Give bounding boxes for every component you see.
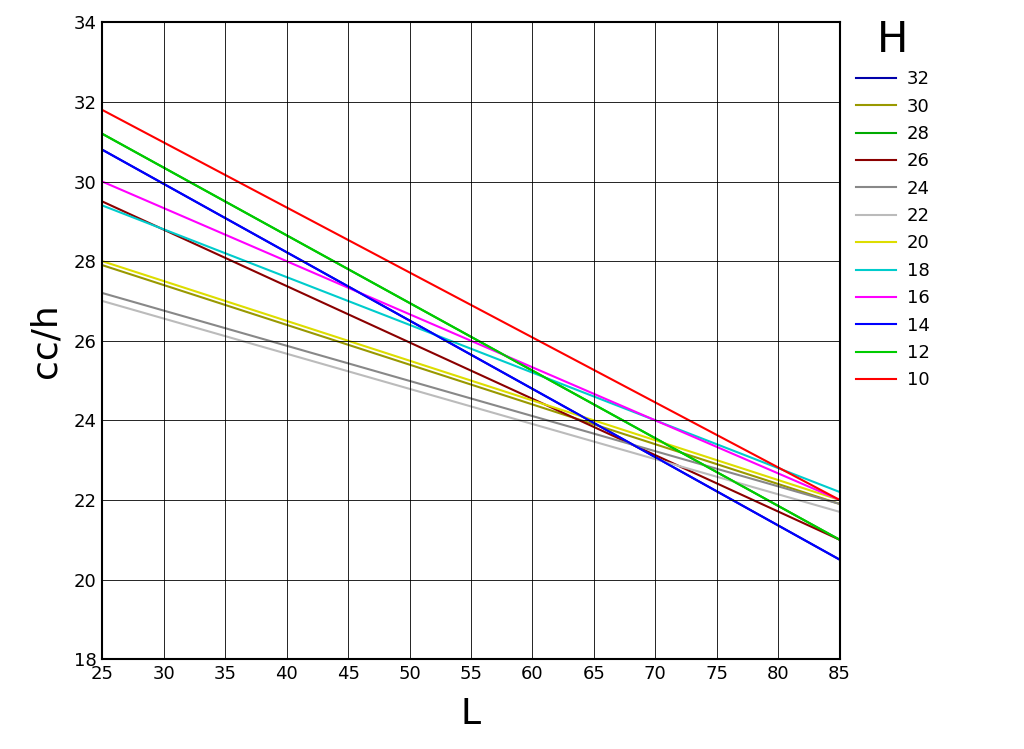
- Y-axis label: cc/h: cc/h: [29, 303, 62, 378]
- Legend: 32, 30, 28, 26, 24, 22, 20, 18, 16, 14, 12, 10: 32, 30, 28, 26, 24, 22, 20, 18, 16, 14, …: [856, 19, 930, 389]
- X-axis label: L: L: [461, 697, 481, 730]
